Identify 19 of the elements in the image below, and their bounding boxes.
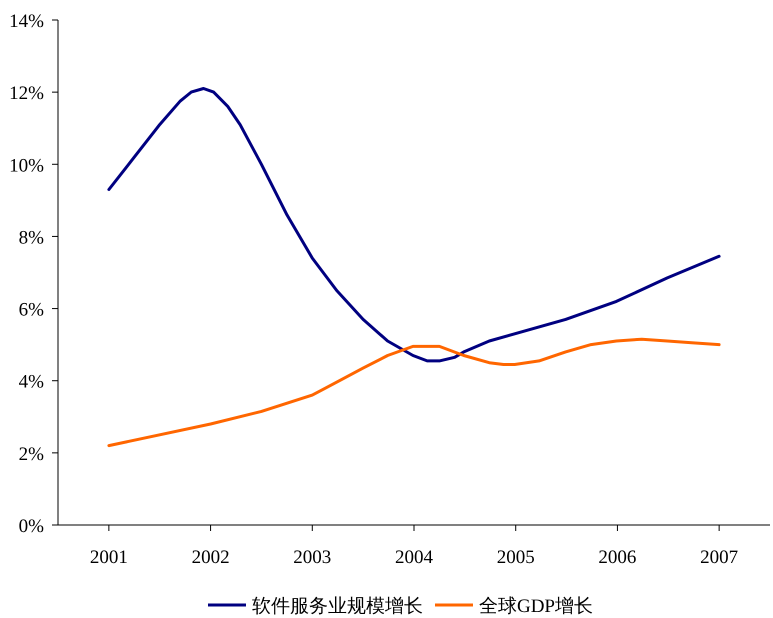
legend-label: 软件服务业规模增长: [252, 596, 423, 617]
x-tick-label: 2002: [192, 547, 230, 568]
y-tick-label: 4%: [18, 372, 44, 393]
y-tick-label: 6%: [18, 300, 44, 321]
line-series: [107, 338, 721, 448]
y-tick-label: 8%: [18, 227, 44, 248]
x-tick-label: 2004: [395, 547, 434, 568]
x-tick-label: 2006: [598, 547, 636, 568]
line-series: [107, 87, 721, 362]
legend-label: 全球GDP增长: [478, 596, 594, 617]
x-tick-label: 2007: [700, 547, 738, 568]
y-tick-label: 10%: [9, 155, 44, 176]
y-tick-label: 14%: [9, 11, 44, 32]
y-tick-label: 0%: [18, 516, 44, 537]
x-tick-label: 2003: [293, 547, 332, 568]
y-tick-label: 12%: [9, 83, 44, 104]
y-tick-label: 2%: [18, 444, 44, 465]
x-tick-label: 2005: [496, 547, 535, 568]
x-tick-label: 2001: [90, 547, 128, 568]
